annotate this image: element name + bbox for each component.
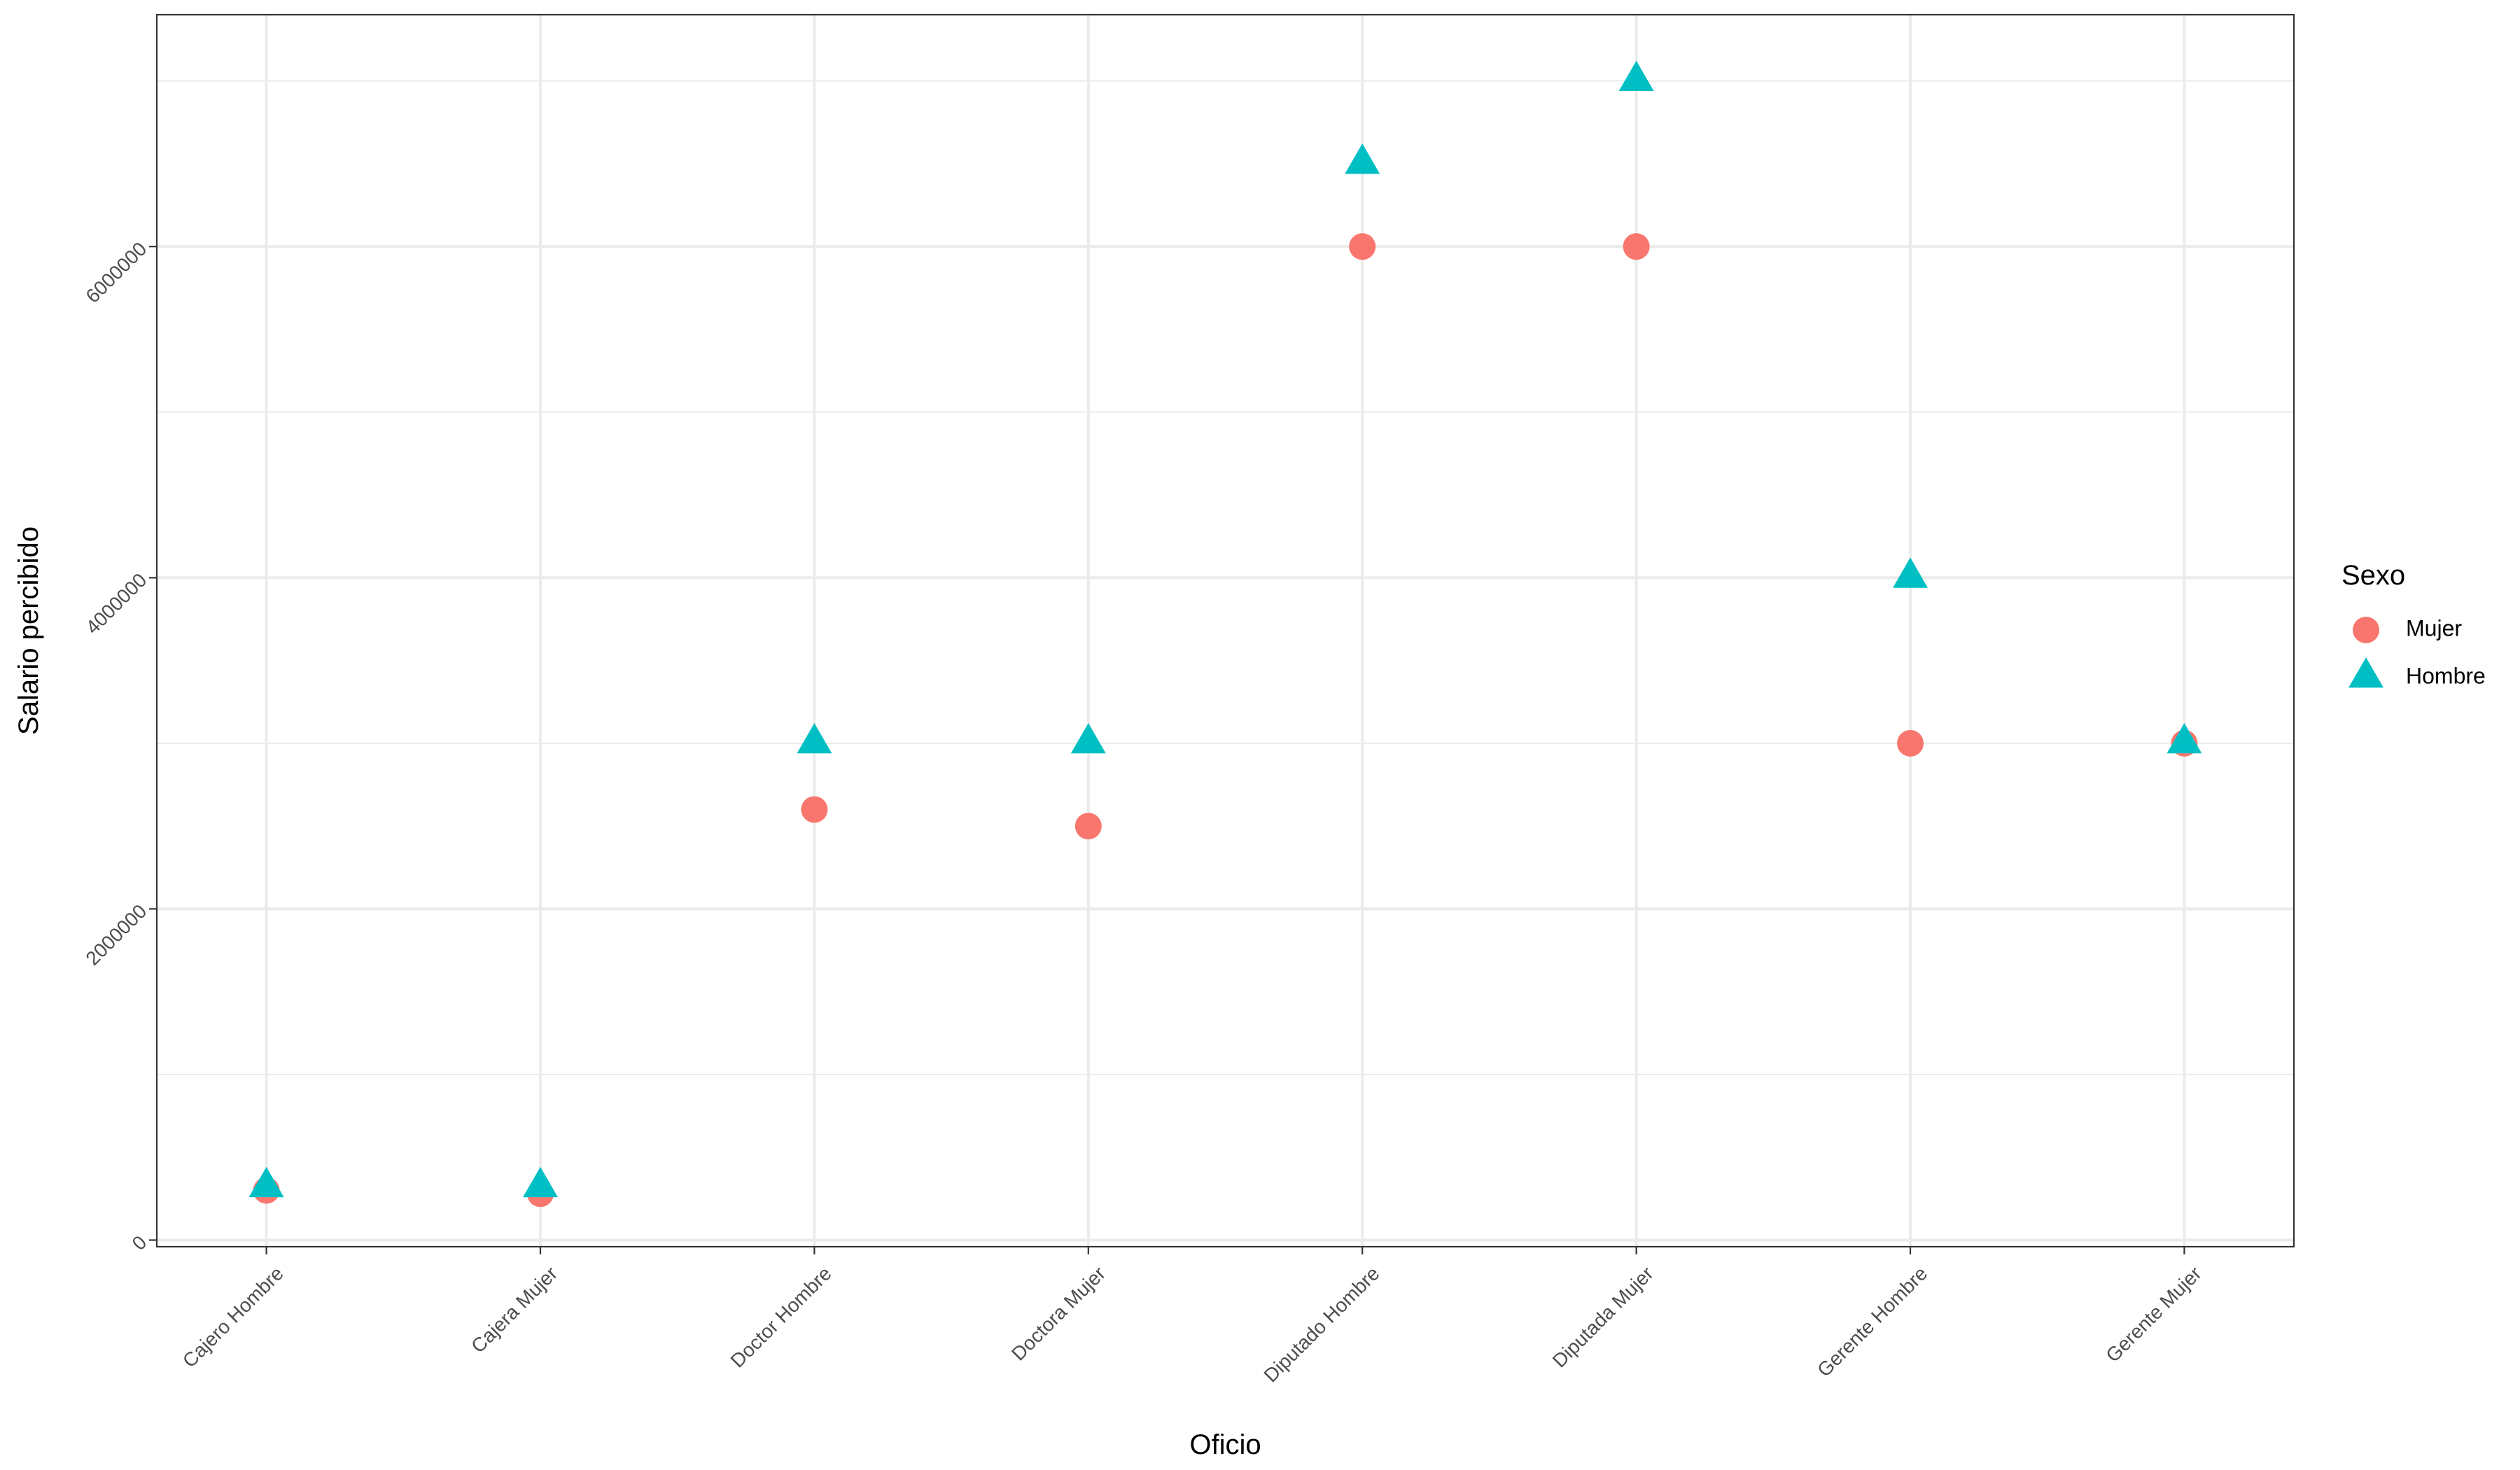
y-axis-title: Salario percibido bbox=[13, 526, 44, 735]
point-mujer bbox=[1074, 813, 1102, 840]
point-mujer bbox=[801, 796, 828, 823]
data-points bbox=[248, 60, 2202, 1208]
plot-panel-border bbox=[155, 13, 2295, 1248]
point-hombre bbox=[1893, 557, 1928, 588]
point-hombre bbox=[2166, 722, 2202, 754]
point-hombre bbox=[248, 1166, 284, 1198]
point-hombre bbox=[1070, 722, 1106, 754]
point-mujer bbox=[1623, 233, 1650, 260]
legend: Sexo Mujer Hombre bbox=[2342, 560, 2486, 688]
point-mujer bbox=[1897, 729, 1924, 757]
grid-minor bbox=[157, 80, 2294, 1075]
point-hombre bbox=[1618, 60, 1654, 92]
point-mujer bbox=[1349, 233, 1376, 260]
x-axis-title: Oficio bbox=[1189, 1429, 1261, 1460]
point-hombre bbox=[797, 722, 832, 754]
point-hombre bbox=[1345, 144, 1380, 174]
grid-major bbox=[157, 15, 2294, 1247]
legend-key-hombre bbox=[2348, 657, 2384, 688]
legend-key-mujer bbox=[2353, 617, 2379, 643]
legend-title: Sexo bbox=[2342, 560, 2405, 591]
point-hombre bbox=[522, 1166, 558, 1198]
legend-label-hombre: Hombre bbox=[2406, 663, 2486, 688]
legend-label-mujer: Mujer bbox=[2406, 615, 2462, 640]
